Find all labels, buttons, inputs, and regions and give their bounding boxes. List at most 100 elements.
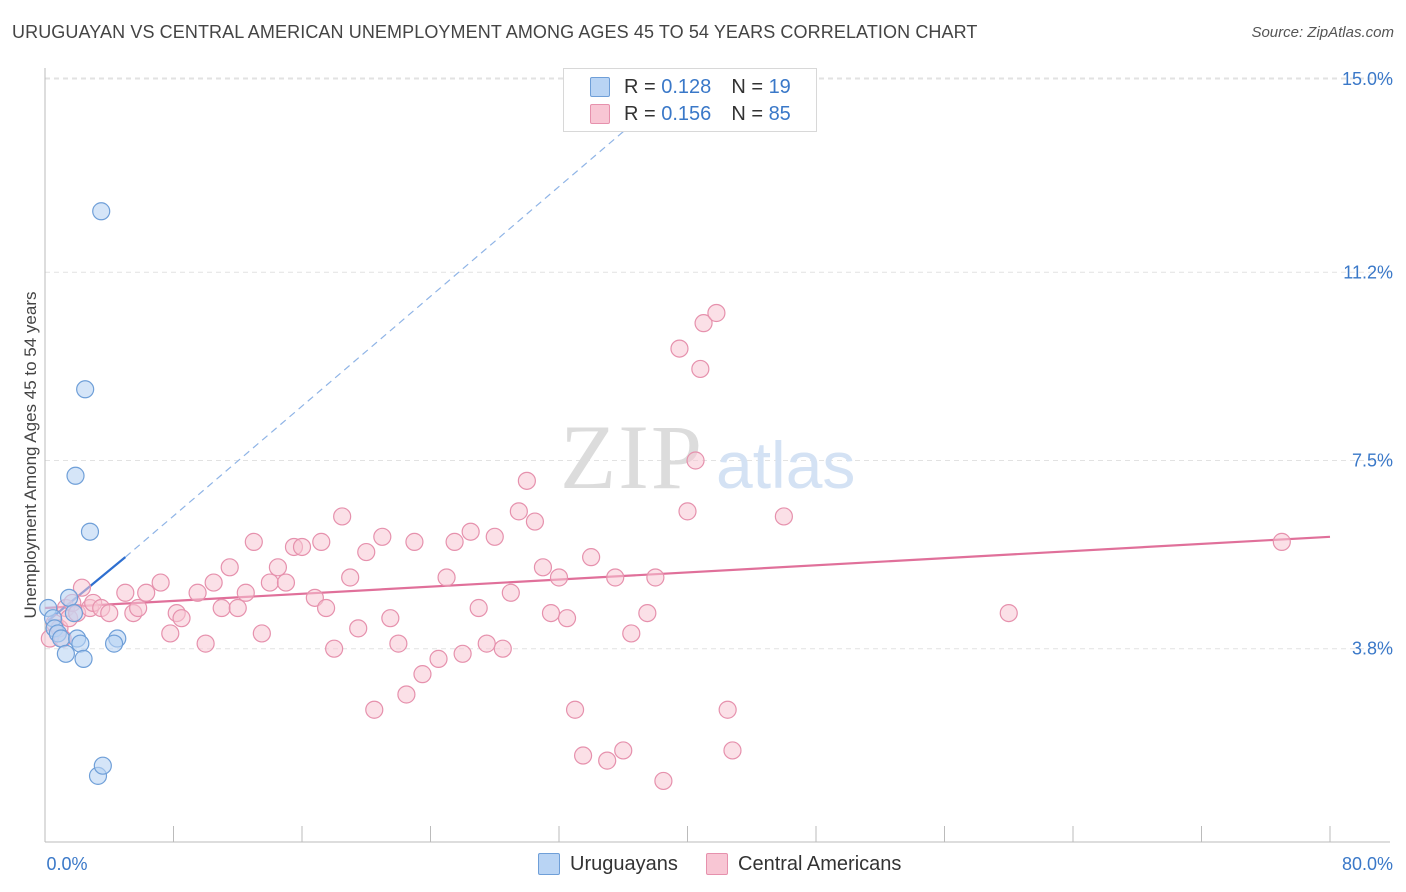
central-american-point [453, 644, 472, 663]
central-american-point [646, 568, 665, 587]
central-american-point [341, 568, 360, 587]
central-american-point [116, 583, 135, 602]
central-american-point [485, 527, 504, 546]
uruguayan-point [74, 649, 93, 668]
central-american-point [228, 598, 247, 618]
y-tick-label: 15.0% [1342, 69, 1393, 89]
uruguayan-trend-extension [124, 124, 632, 558]
central-american-point [541, 603, 561, 623]
central-american-point [606, 568, 625, 587]
source-label: Source: ZipAtlas.com [1251, 24, 1394, 41]
central-american-point [999, 603, 1018, 623]
central-american-point [405, 532, 424, 551]
central-american-point [244, 532, 263, 551]
central-american-point [276, 573, 296, 592]
uruguayan-point [93, 756, 112, 775]
central-american-point [373, 527, 392, 546]
uruguayan-point [59, 588, 79, 607]
central-american-point [501, 583, 520, 602]
legend-item-central-americans: Central Americans [706, 852, 901, 876]
uruguayan-point [92, 202, 111, 221]
central-american-point [204, 573, 223, 592]
central-american-point [312, 532, 331, 551]
central-american-point [349, 619, 368, 638]
central-american-point [469, 598, 488, 618]
grid-lines [45, 77, 1390, 650]
central-american-point [622, 624, 641, 643]
central-american-point [678, 502, 697, 521]
central-american-point [413, 665, 432, 684]
legend-row-central-americans: R = 0.156 N = 85 [590, 102, 791, 126]
central-american-point [188, 583, 207, 602]
central-american-point [718, 700, 737, 719]
data-points [39, 202, 1291, 791]
uruguayan-point [71, 634, 90, 653]
uruguayan-point [66, 466, 85, 485]
legend-item-uruguayans: Uruguayans [538, 852, 678, 876]
central-american-point [707, 303, 726, 323]
central-american-point [549, 568, 569, 587]
central-american-point [614, 741, 633, 760]
uruguayan-point [56, 644, 75, 663]
central-american-point [582, 548, 601, 567]
central-american-point [196, 634, 215, 653]
x-tick-label: 80.0% [1342, 854, 1393, 874]
central-american-point [357, 542, 376, 562]
watermark: ZIP atlas [560, 406, 855, 508]
central-american-legend-swatch [706, 853, 728, 875]
central-american-point [236, 583, 255, 602]
tick-labels: 3.8% 7.5% 11.2% 15.0% 0.0% 80.0% [46, 69, 1393, 874]
r-value: 0.156 [661, 102, 712, 125]
y-tick-label: 3.8% [1352, 639, 1393, 659]
uruguayan-point [80, 522, 100, 541]
central-american-point [691, 359, 710, 379]
x-tick-label: 0.0% [46, 854, 87, 874]
central-american-trend-line [44, 535, 1331, 610]
central-american-point [694, 314, 713, 333]
central-american-point [638, 603, 657, 623]
central-american-point [292, 537, 312, 557]
central-american-point [557, 609, 577, 628]
central-american-point [305, 588, 324, 607]
central-american-point [1272, 532, 1291, 551]
r-label: R = [624, 75, 656, 98]
uruguayan-swatch [590, 77, 610, 97]
central-american-legend-label: Central Americans [738, 852, 902, 875]
central-american-point [654, 771, 673, 791]
central-american-point [252, 624, 271, 643]
central-american-point [100, 603, 119, 623]
central-american-point [517, 471, 536, 490]
central-american-point [333, 507, 352, 526]
uruguayan-point [64, 603, 84, 623]
central-american-point [381, 609, 400, 628]
central-american-point [598, 751, 617, 770]
central-american-point [268, 558, 288, 577]
central-american-point [670, 339, 689, 358]
central-american-point [525, 512, 545, 531]
central-american-point [493, 639, 512, 658]
axes [44, 68, 1390, 843]
y-axis-label: Unemployment Among Ages 45 to 54 years [21, 292, 40, 619]
central-american-swatch [590, 104, 610, 124]
central-american-point [220, 558, 239, 577]
central-american-point [151, 573, 170, 592]
central-american-point [129, 598, 148, 618]
central-american-point [212, 598, 231, 618]
central-american-point [172, 609, 191, 628]
central-american-point [573, 746, 593, 765]
central-american-point [533, 558, 553, 577]
central-american-point [389, 634, 408, 653]
central-american-point [325, 639, 344, 658]
uruguayan-legend-swatch [538, 853, 560, 875]
central-american-point [509, 502, 528, 521]
central-american-point [774, 507, 793, 526]
central-american-point [477, 634, 496, 653]
n-label: N = [731, 102, 763, 125]
r-value: 0.128 [661, 75, 712, 98]
watermark-atlas: atlas [716, 428, 855, 502]
central-american-point [72, 578, 92, 597]
trend-lines [44, 124, 1331, 622]
watermark-zip: ZIP [560, 406, 704, 508]
correlation-legend: R = 0.128 N = 19 R = 0.156 N = 85 [563, 68, 817, 132]
